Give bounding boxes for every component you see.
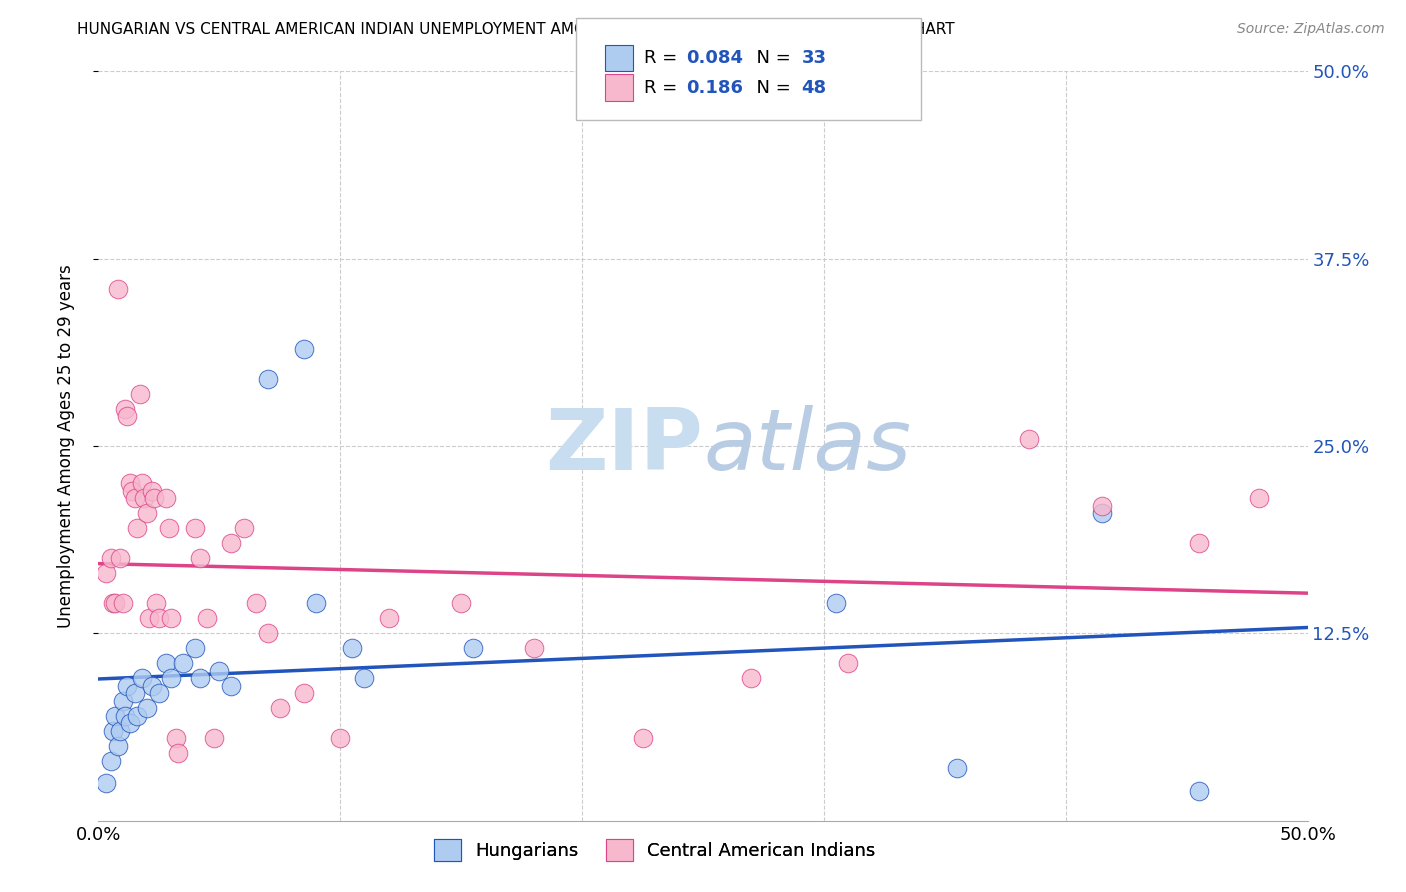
Text: R =: R = xyxy=(644,49,683,67)
Point xyxy=(1091,499,1114,513)
Point xyxy=(157,521,180,535)
Point xyxy=(141,483,163,498)
Point xyxy=(221,536,243,550)
Point xyxy=(108,551,131,566)
Text: atlas: atlas xyxy=(703,404,911,488)
Point xyxy=(138,611,160,625)
Text: R =: R = xyxy=(644,78,689,97)
Point xyxy=(204,731,226,746)
Point xyxy=(450,596,472,610)
Point xyxy=(195,611,218,625)
Point xyxy=(101,596,124,610)
Point xyxy=(131,671,153,685)
Point xyxy=(269,701,291,715)
Point xyxy=(107,739,129,753)
Point xyxy=(740,671,762,685)
Point xyxy=(114,708,136,723)
Point xyxy=(1249,491,1271,506)
Point xyxy=(148,611,170,625)
Point xyxy=(101,723,124,738)
Point xyxy=(121,483,143,498)
Text: ZIP: ZIP xyxy=(546,404,703,488)
Text: HUNGARIAN VS CENTRAL AMERICAN INDIAN UNEMPLOYMENT AMONG AGES 25 TO 29 YEARS CORR: HUNGARIAN VS CENTRAL AMERICAN INDIAN UNE… xyxy=(77,22,955,37)
Point xyxy=(377,611,399,625)
Point xyxy=(292,686,315,700)
Point xyxy=(1188,783,1211,797)
Point xyxy=(111,596,134,610)
Point xyxy=(104,708,127,723)
Point xyxy=(148,686,170,700)
Point xyxy=(155,491,177,506)
Text: 33: 33 xyxy=(801,49,827,67)
Text: N =: N = xyxy=(745,78,797,97)
Text: 0.186: 0.186 xyxy=(686,78,744,97)
Point xyxy=(127,708,149,723)
Point xyxy=(232,521,254,535)
Point xyxy=(245,596,267,610)
Point xyxy=(184,521,207,535)
Point xyxy=(342,641,364,656)
Point xyxy=(188,671,211,685)
Point xyxy=(117,679,139,693)
Point xyxy=(114,401,136,416)
Point xyxy=(104,596,127,610)
Point xyxy=(128,386,150,401)
Point xyxy=(143,491,166,506)
Point xyxy=(118,476,141,491)
Point xyxy=(208,664,231,678)
Point xyxy=(127,521,149,535)
Point xyxy=(188,551,211,566)
Point xyxy=(135,507,157,521)
Point xyxy=(184,641,207,656)
Point xyxy=(118,716,141,731)
Point xyxy=(353,671,375,685)
Point xyxy=(167,746,190,760)
Point xyxy=(141,679,163,693)
Text: 0.084: 0.084 xyxy=(686,49,744,67)
Point xyxy=(124,686,146,700)
Point xyxy=(256,371,278,385)
Point xyxy=(825,596,848,610)
Point xyxy=(94,566,117,581)
Point xyxy=(135,701,157,715)
Point xyxy=(160,671,183,685)
Point xyxy=(131,476,153,491)
Point xyxy=(117,409,139,423)
Point xyxy=(1018,432,1040,446)
Point xyxy=(463,641,485,656)
Point xyxy=(160,611,183,625)
Point xyxy=(837,657,859,671)
Point xyxy=(305,596,328,610)
Point xyxy=(221,679,243,693)
Point xyxy=(631,731,654,746)
Text: Source: ZipAtlas.com: Source: ZipAtlas.com xyxy=(1237,22,1385,37)
Legend: Hungarians, Central American Indians: Hungarians, Central American Indians xyxy=(426,831,883,868)
Text: 48: 48 xyxy=(801,78,827,97)
Text: N =: N = xyxy=(745,49,797,67)
Point xyxy=(155,657,177,671)
Point xyxy=(124,491,146,506)
Point xyxy=(256,626,278,640)
Point xyxy=(946,761,969,775)
Point xyxy=(108,723,131,738)
Point xyxy=(292,342,315,356)
Point xyxy=(100,754,122,768)
Y-axis label: Unemployment Among Ages 25 to 29 years: Unemployment Among Ages 25 to 29 years xyxy=(56,264,75,628)
Point xyxy=(100,551,122,566)
Point xyxy=(107,282,129,296)
Point xyxy=(172,657,194,671)
Point xyxy=(111,694,134,708)
Point xyxy=(1188,536,1211,550)
Point xyxy=(165,731,187,746)
Point xyxy=(523,641,546,656)
Point xyxy=(329,731,352,746)
Point xyxy=(134,491,156,506)
Point xyxy=(145,596,167,610)
Point xyxy=(94,776,117,790)
Point xyxy=(1091,507,1114,521)
